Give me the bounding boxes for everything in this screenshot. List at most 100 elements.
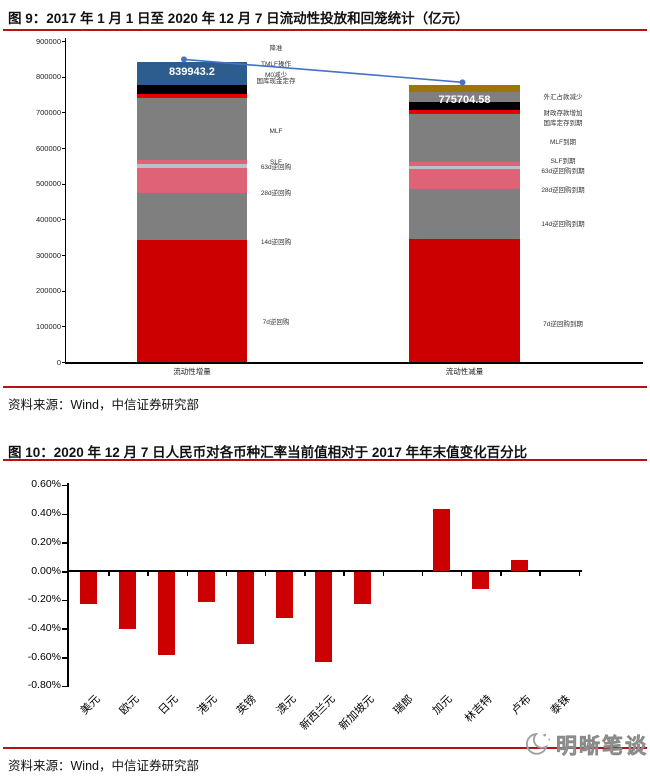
y-axis-tick-mark [62,571,67,573]
figure9-title-rule [3,29,647,31]
x-axis-tick-mark [578,572,580,576]
y-axis-tick-mark [61,255,65,256]
x-axis-tick-mark [108,572,110,576]
bar-segment [409,85,520,93]
y-axis-tick-label: 200000 [35,286,61,296]
y-axis-tick-label: 0 [56,357,61,367]
bar-segment [409,169,520,190]
bar-total-label: 775704.58 [438,94,491,107]
y-axis-tick-label: 800000 [35,72,61,82]
segment-label: 28d逆回购到期 [541,186,585,194]
segment-label: 7d逆回购到期 [543,321,583,329]
y-axis-tick-mark [62,513,67,516]
watermark-text: 明晰笔谈 [556,735,648,759]
category-label: 流动性增量 [173,367,211,376]
segment-label: 28d逆回购 [260,190,292,198]
zero-line [67,570,582,572]
segment-label: 外汇占款减少 [543,93,583,101]
y-axis-tick-mark [62,685,67,688]
y-axis-tick-label: 0.20% [31,535,61,548]
y-axis-tick-label: 0.60% [31,478,61,491]
y-axis-tick-mark [61,148,65,149]
segment-label: 14d逆回购到期 [541,221,585,229]
bar-segment [137,168,247,194]
x-axis-tick-mark [500,572,502,576]
x-axis-tick-mark [421,572,424,576]
bar [276,572,293,618]
bar [80,572,97,604]
segment-label: SLF到期 [550,158,576,166]
crescent-moon-icon [525,732,551,755]
y-axis-tick-label: -0.60% [27,650,61,663]
y-axis-tick-mark [62,657,67,659]
bar [119,572,137,630]
bar-segment [137,159,247,164]
y-axis-tick-label: 700000 [35,107,61,117]
segment-label: 14d逆回购 [260,238,292,246]
figure9-bottom-rule [3,386,647,388]
bar-segment [137,163,247,169]
bar-segment [409,102,520,110]
x-axis-tick-mark [304,572,306,576]
bar [354,572,372,604]
y-axis-tick-mark [61,219,65,221]
figure10-title-rule [3,459,647,461]
y-axis-tick-label: 600000 [35,143,61,153]
y-axis-tick-mark [62,628,67,630]
x-axis-tick-mark [539,572,541,576]
y-axis-tick-mark [61,290,65,292]
y-axis-tick-label: 300000 [35,250,61,260]
segment-label: 降准 [269,45,283,53]
x-axis-tick-mark [343,572,345,576]
bar-segment [409,161,520,166]
x-axis-tick-mark [186,572,188,576]
bar [158,572,176,656]
x-axis-tick-mark [147,572,149,576]
y-axis-tick-mark [62,542,67,544]
bar-segment [137,93,247,98]
bar-segment [409,189,520,239]
bar [197,572,215,603]
bar-segment [409,110,520,115]
segment-label: 63d逆回购 [260,164,292,172]
bar [511,559,529,571]
bar-segment [137,239,247,362]
category-label: 流动性减量 [445,367,484,376]
bar-segment [409,92,520,103]
y-axis-tick-label: 400000 [35,214,61,224]
x-axis-tick-mark [264,572,267,576]
bar-segment [137,84,247,94]
y-axis-tick-label: -0.20% [27,593,61,606]
y-axis-tick-label: 0.00% [31,564,61,577]
bar-segment [409,238,520,362]
segment-label: 63d逆回购到期 [541,168,585,176]
y-axis-tick-label: 900000 [35,36,61,46]
bar [315,572,333,663]
x-axis-tick-mark [225,572,228,576]
segment-label: 财政存款增加 [543,110,583,118]
bar-segment [409,165,520,170]
y-axis-tick-label: -0.80% [27,679,61,692]
figure9-source: 资料来源：Wind，中信证券研究部 [8,398,199,412]
figure10-source: 资料来源：Wind，中信证券研究部 [8,759,199,773]
figure9-title: 图 9：2017 年 1 月 1 日至 2020 年 12 月 7 日流动性投放… [8,11,469,26]
bar [432,509,450,571]
y-axis-tick-mark [61,112,65,114]
y-axis-line [67,483,69,687]
segment-label: 国库定存到期 [543,120,583,128]
segment-label: MLF [269,127,283,135]
y-axis-tick-mark [61,183,65,185]
bar [472,572,489,590]
figure10-title: 图 10：2020 年 12 月 7 日人民币对各币种汇率当前值相对于 2017… [8,445,528,460]
figure10-bottom-rule [3,747,647,749]
watermark: 明晰笔谈 [522,728,648,762]
y-axis-tick-label: 100000 [35,321,61,331]
segment-label: 7d逆回购 [262,319,290,327]
bar-segment [137,83,247,85]
bar-segment [137,97,247,160]
y-axis-tick-mark [61,41,65,42]
bar [236,572,254,644]
y-axis-tick-mark [61,326,65,328]
x-axis-tick-mark [382,572,384,576]
